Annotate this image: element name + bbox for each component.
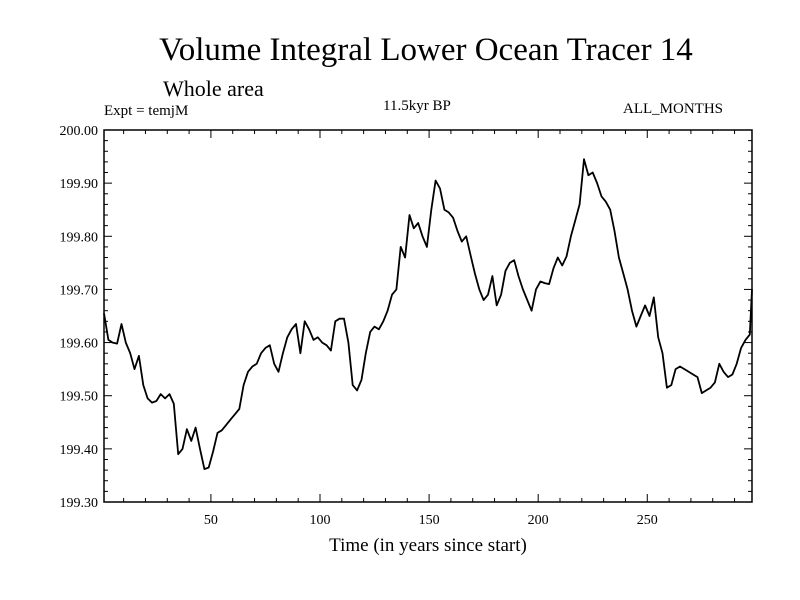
x-axis-label: Time (in years since start) bbox=[329, 535, 527, 556]
axis-ticks bbox=[104, 129, 752, 503]
y-tick-label: 199.30 bbox=[60, 496, 99, 511]
y-tick-labels: 199.30 199.40 199.50 199.60 199.70 199.80 199.… bbox=[60, 124, 99, 511]
y-tick-label: 199.60 bbox=[60, 337, 99, 352]
period-label: 11.5kyr BP bbox=[383, 98, 451, 114]
x-tick-labels: 50 100 150 200 250 bbox=[204, 513, 658, 528]
plot-frame bbox=[103, 129, 753, 503]
series-line bbox=[103, 158, 753, 471]
chart-subtitle: Whole area bbox=[163, 76, 264, 101]
x-tick-label: 150 bbox=[419, 513, 440, 528]
y-tick-label: 199.50 bbox=[60, 390, 99, 405]
y-tick-label: 199.70 bbox=[60, 283, 99, 298]
y-tick-label: 199.90 bbox=[60, 177, 99, 192]
chart-title: Volume Integral Lower Ocean Tracer 14 bbox=[159, 32, 693, 68]
experiment-label: Expt = temjM bbox=[104, 103, 189, 119]
x-tick-label: 250 bbox=[637, 513, 658, 528]
y-tick-label: 199.80 bbox=[60, 230, 99, 245]
y-tick-label: 200.00 bbox=[60, 124, 99, 139]
x-tick-label: 50 bbox=[204, 513, 218, 528]
months-label: ALL_MONTHS bbox=[623, 101, 723, 117]
x-tick-label: 200 bbox=[528, 513, 549, 528]
y-tick-label: 199.40 bbox=[60, 443, 99, 458]
data-series bbox=[103, 158, 753, 471]
x-tick-label: 100 bbox=[310, 513, 331, 528]
